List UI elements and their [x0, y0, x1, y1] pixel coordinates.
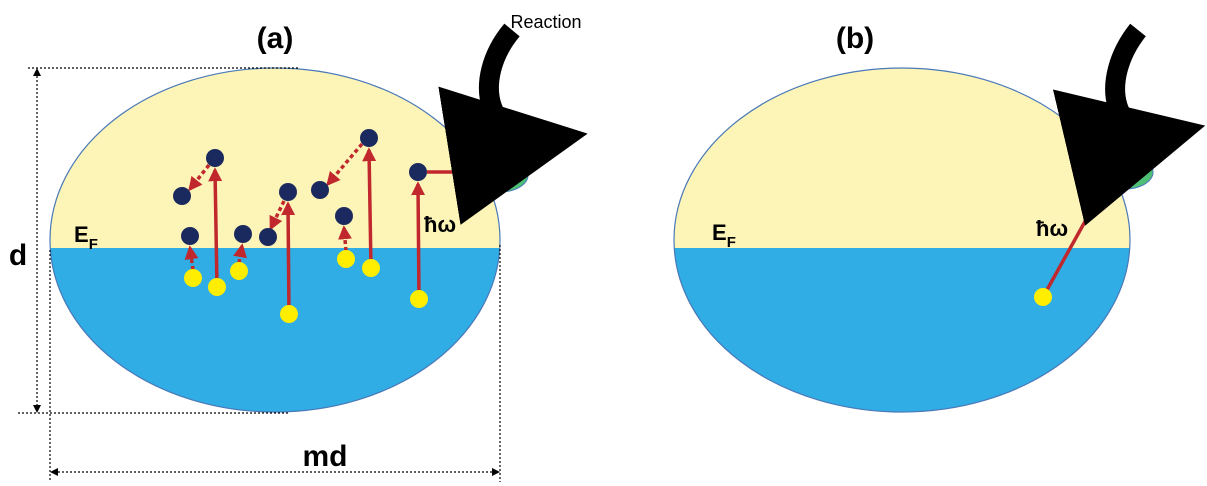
- fermi-main: E: [712, 220, 727, 245]
- reaction-label: Reaction: [510, 12, 581, 32]
- photon-label: ħω: [1036, 216, 1068, 241]
- fermi-sub: F: [89, 236, 98, 253]
- fermi-sub: F: [727, 234, 736, 251]
- panel-label: (a): [257, 22, 294, 55]
- panel-a: e (a) Reaction EF ħω d md: [9, 12, 582, 482]
- panel-label: (b): [836, 22, 874, 55]
- photon-label: ħω: [424, 212, 456, 237]
- diagram: e (a) Reaction EF ħω d md e (b) EF ħω: [0, 0, 1207, 486]
- electron-label: e: [476, 141, 489, 168]
- fermi-main: E: [74, 222, 89, 247]
- width-label: md: [303, 440, 348, 473]
- panel-b: e (b) EF ħω: [670, 22, 1178, 418]
- electron-label: e: [1101, 139, 1114, 166]
- height-label: d: [9, 239, 27, 272]
